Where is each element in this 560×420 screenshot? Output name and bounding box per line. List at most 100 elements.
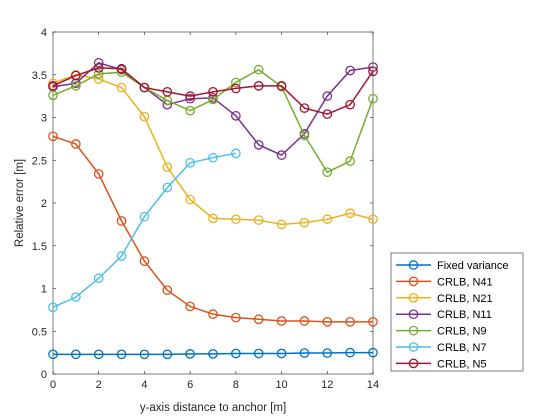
x-tick-label: 0 [50,379,56,391]
series-crlb-n21 [48,69,378,230]
data-point [368,93,378,104]
data-point [322,167,333,178]
legend-label: CRLB, N41 [437,276,493,288]
legend-marker [408,309,419,320]
data-point [299,130,310,141]
y-tick-label: 4 [41,27,47,39]
data-point [322,91,333,101]
data-point [368,62,378,72]
data-point [231,148,241,159]
data-point [139,349,150,360]
data-point [208,94,218,105]
x-tick-label: 12 [321,379,333,391]
data-point [116,82,127,93]
legend-item: CRLB, N7 [396,342,487,354]
legend-label: CRLB, N11 [437,309,492,321]
x-tick-label: 6 [187,379,193,391]
legend-label: CRLB, N21 [437,293,493,305]
data-point [299,348,310,358]
data-point [231,312,241,323]
series-line [52,135,373,323]
legend-label: Fixed variance [437,260,509,272]
data-point [231,348,241,359]
data-point [116,216,127,226]
legend-marker [408,358,419,369]
series-crlb-n41 [48,131,378,327]
y-tick-label: 1 [41,284,47,296]
data-point [368,214,378,225]
legend-item: CRLB, N41 [396,276,493,288]
data-point [345,208,355,219]
legend-item: CRLB, N11 [396,309,492,321]
legend-label: CRLB, N5 [437,358,487,370]
data-point [368,316,378,327]
series-layer [48,57,378,360]
x-tick-label: 10 [275,379,287,391]
x-tick-label: 4 [141,379,147,391]
data-point [299,217,310,228]
data-point [139,256,150,266]
data-point [139,82,150,93]
series-crlb-n11 [48,57,378,160]
data-point [185,194,195,205]
data-point [93,74,104,84]
data-point [276,219,287,230]
y-tick-label: 2 [41,198,47,210]
data-point [185,105,195,116]
data-point [116,251,127,261]
data-point [368,66,378,77]
data-point [231,214,241,225]
legend-label: CRLB, N9 [437,326,487,338]
data-point [322,348,333,358]
data-point [368,347,378,358]
legend-item: CRLB, N21 [396,293,493,305]
legend-marker [408,276,419,287]
data-point [253,81,264,91]
data-point [71,139,81,149]
series-line [53,351,373,356]
data-point [322,109,333,119]
data-point [276,81,287,91]
data-point [253,140,264,150]
data-point [162,162,173,172]
y-tick-label: 0 [41,369,47,381]
x-tick-label: 2 [96,379,102,391]
legend-marker [408,260,419,270]
data-point [93,169,104,179]
data-point [71,349,81,360]
data-point [139,111,150,122]
data-point [208,152,218,163]
plot-area [52,31,374,375]
data-point [162,87,173,97]
data-point [345,99,355,110]
data-point [276,316,287,326]
legend-label: CRLB, N7 [437,342,487,354]
x-tick-label: 14 [367,379,379,391]
data-point [185,301,195,312]
data-point [231,77,241,88]
data-point [48,90,58,101]
series-line [52,73,374,226]
data-point [71,70,81,81]
y-tick-label: 3.5 [32,70,47,82]
data-point [253,64,264,75]
data-point [185,157,195,168]
data-point [71,81,81,91]
data-point [299,316,310,326]
data-point [93,273,104,284]
data-point [185,93,195,104]
series-crlb-n7 [48,148,241,313]
y-axis-title: Relative error [m] [14,159,26,247]
series-line [52,67,374,115]
data-point [231,83,241,94]
x-tick-label: 8 [233,379,239,391]
data-point [48,302,58,313]
data-point [231,110,241,121]
data-point [322,214,333,225]
axis-ticks: 0 2 4 6 8 10 12 14 0 0.5 1 1.5 2 2.5 3 3.5 4 [32,27,379,391]
data-point [93,69,104,79]
data-point [345,316,355,327]
data-point [162,285,173,296]
legend-marker [408,325,419,336]
